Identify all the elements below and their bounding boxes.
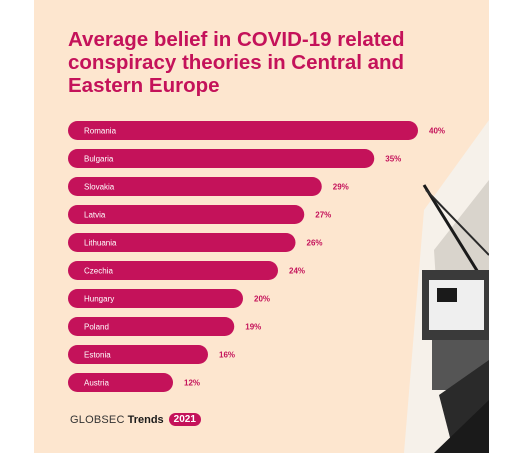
category-label-austria: Austria xyxy=(84,379,109,388)
category-label-hungary: Hungary xyxy=(84,295,114,304)
bar-slovakia xyxy=(68,177,322,196)
chart-title: Average belief in COVID-19 related consp… xyxy=(68,28,405,97)
bar-chart: Romania 40% Bulgaria 35% Slovakia 29% Latvia 27… xyxy=(68,120,489,453)
bar-estonia xyxy=(68,345,208,364)
bar-hungary xyxy=(68,289,243,308)
brand-name: GLOBSEC xyxy=(70,413,125,426)
bar-romania xyxy=(68,121,418,140)
value-label-estonia: 16% xyxy=(219,351,235,360)
value-label-austria: 12% xyxy=(184,379,200,388)
category-label-latvia: Latvia xyxy=(84,211,106,220)
category-label-romania: Romania xyxy=(84,127,117,136)
category-label-slovakia: Slovakia xyxy=(84,183,115,192)
value-label-bulgaria: 35% xyxy=(385,155,401,164)
value-label-poland: 19% xyxy=(245,323,261,332)
value-label-romania: 40% xyxy=(429,127,445,136)
value-label-czechia: 24% xyxy=(289,267,305,276)
footer-logo: GLOBSEC Trends 2021 xyxy=(70,413,201,426)
decorative-photo-collage xyxy=(404,120,489,453)
infographic-card: Average belief in COVID-19 related consp… xyxy=(34,0,489,453)
bar-lithuania xyxy=(68,233,296,252)
value-label-latvia: 27% xyxy=(315,211,331,220)
category-label-bulgaria: Bulgaria xyxy=(84,155,114,164)
bar-latvia xyxy=(68,205,305,224)
category-label-lithuania: Lithuania xyxy=(84,239,117,248)
category-label-poland: Poland xyxy=(84,323,109,332)
value-label-slovakia: 29% xyxy=(333,183,349,192)
bar-austria xyxy=(68,373,173,392)
year-badge: 2021 xyxy=(168,413,201,426)
bars-group: Romania 40% Bulgaria 35% Slovakia 29% Latvia 27… xyxy=(68,121,445,392)
bar-bulgaria xyxy=(68,149,375,168)
value-label-hungary: 20% xyxy=(254,295,270,304)
value-label-lithuania: 26% xyxy=(307,239,323,248)
category-label-czechia: Czechia xyxy=(84,267,113,276)
category-label-estonia: Estonia xyxy=(84,351,111,360)
bar-czechia xyxy=(68,261,278,280)
brand-trends: Trends xyxy=(127,413,164,426)
bar-poland xyxy=(68,317,235,336)
